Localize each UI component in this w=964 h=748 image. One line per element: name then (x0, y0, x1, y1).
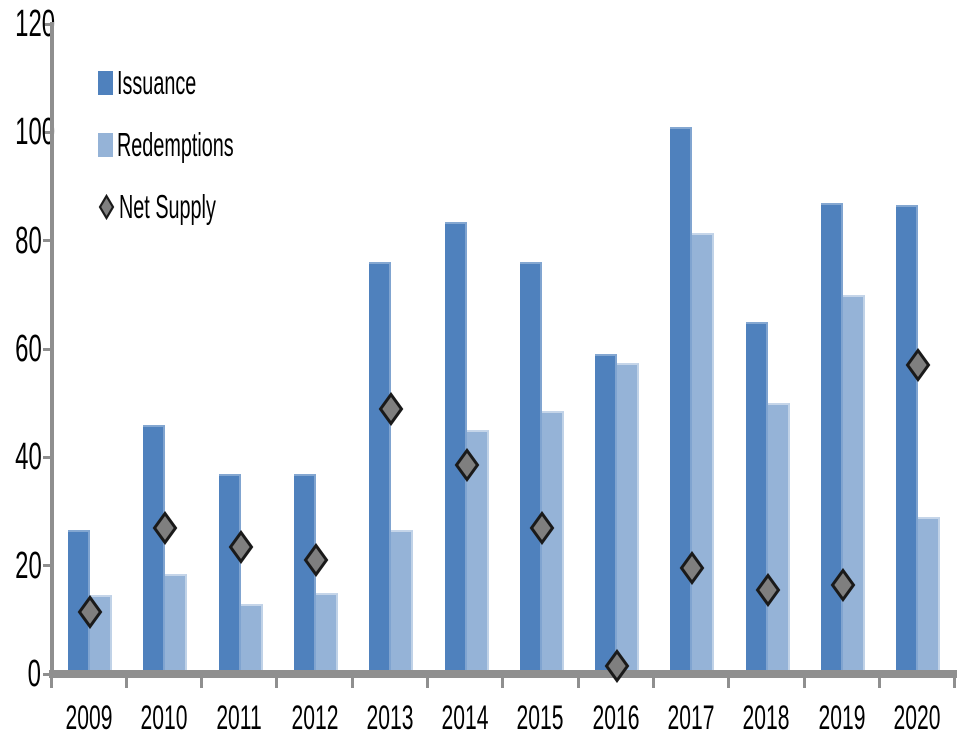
issuance-swatch-icon (98, 70, 113, 95)
x-tick-6 (501, 678, 505, 688)
x-axis-label-2013: 2013 (366, 699, 414, 737)
legend-label-redemptions: Redemptions (117, 126, 234, 163)
x-axis-line (49, 670, 957, 678)
net-supply-marker-2014 (454, 448, 479, 483)
x-tick-9 (727, 678, 731, 688)
x-tick-5 (426, 678, 429, 688)
legend-item-redemptions: Redemptions (98, 128, 311, 161)
redemptions-bar-2015 (541, 411, 564, 674)
x-axis-label-2015: 2015 (516, 699, 564, 737)
redemptions-swatch-icon (98, 132, 113, 157)
net-supply-marker-2019 (830, 567, 856, 602)
net-supply-marker-2010 (152, 510, 178, 545)
y-tick-20 (43, 564, 51, 568)
issuance-bar-2017 (670, 126, 693, 674)
x-axis-label-2020: 2020 (893, 699, 941, 737)
net-supply-diamond-icon (98, 193, 115, 220)
y-axis-label-0: 0 (27, 653, 41, 695)
x-axis-label-2012: 2012 (291, 699, 338, 737)
redemptions-bar-2020 (918, 516, 941, 674)
y-axis-label-40: 40 (15, 436, 42, 479)
x-axis-label-2017: 2017 (667, 699, 715, 737)
y-axis-label-80: 80 (15, 219, 42, 262)
redemptions-bar-2010 (165, 573, 188, 674)
legend-label-issuance: Issuance (117, 64, 197, 101)
x-axis-label-2009: 2009 (65, 699, 113, 737)
x-tick-12 (953, 678, 957, 688)
x-axis-label-2019: 2019 (818, 699, 866, 737)
y-tick-100 (43, 130, 51, 134)
x-tick-7 (576, 678, 580, 688)
net-supply-marker-2018 (755, 573, 781, 608)
x-tick-10 (802, 678, 806, 688)
x-axis-label-2018: 2018 (742, 699, 790, 737)
net-supply-marker-2015 (529, 510, 555, 545)
x-tick-8 (651, 678, 655, 688)
redemptions-bar-2017 (692, 232, 715, 674)
net-supply-marker-2013 (378, 391, 404, 426)
x-tick-11 (877, 678, 881, 688)
net-supply-marker-2012 (303, 543, 329, 578)
y-tick-0 (43, 672, 51, 676)
legend-item-net-supply: Net Supply (98, 190, 280, 223)
x-axis-label-2016: 2016 (592, 699, 640, 737)
legend-item-issuance: Issuance (98, 66, 249, 99)
y-tick-40 (43, 455, 51, 459)
redemptions-bar-2013 (391, 530, 414, 674)
issuance-bar-2013 (369, 262, 392, 674)
y-axis-label-20: 20 (15, 544, 42, 587)
redemptions-bar-2011 (240, 603, 263, 674)
issuance-bar-2020 (896, 205, 919, 674)
y-tick-60 (43, 347, 51, 351)
legend-label-net-supply: Net Supply (119, 188, 216, 225)
x-tick-2 (200, 678, 204, 688)
redemptions-bar-2019 (843, 294, 865, 674)
y-axis-line (50, 22, 54, 678)
issuance-bar-2016 (595, 354, 618, 674)
net-supply-marker-2017 (680, 551, 705, 586)
issuance-bar-2014 (444, 221, 467, 674)
y-axis-label-60: 60 (15, 328, 42, 370)
redemptions-bar-2018 (767, 403, 790, 674)
x-tick-4 (350, 678, 354, 688)
y-axis-label-100: 100 (15, 111, 56, 154)
x-tick-0 (49, 678, 53, 688)
issuance-bar-2015 (519, 262, 542, 674)
issuance-bar-2019 (821, 202, 843, 674)
issuance-bar-2010 (143, 424, 166, 674)
y-tick-80 (43, 239, 51, 243)
y-tick-120 (43, 22, 51, 26)
issuance-bar-2018 (745, 321, 768, 674)
net-supply-marker-2016 (604, 648, 630, 683)
redemptions-bar-2014 (466, 430, 489, 674)
x-tick-1 (124, 678, 128, 688)
redemptions-bar-2016 (617, 362, 640, 674)
net-supply-marker-2020 (905, 348, 931, 383)
net-supply-marker-2011 (228, 529, 253, 564)
net-supply-marker-2009 (77, 594, 103, 629)
x-axis-label-2011: 2011 (216, 699, 262, 737)
x-axis-label-2014: 2014 (441, 699, 489, 737)
x-tick-3 (275, 678, 279, 688)
issuance-bar-2011 (218, 473, 241, 674)
x-axis-label-2010: 2010 (140, 699, 188, 737)
y-axis-label-120: 120 (15, 3, 56, 45)
redemptions-bar-2012 (315, 592, 338, 674)
